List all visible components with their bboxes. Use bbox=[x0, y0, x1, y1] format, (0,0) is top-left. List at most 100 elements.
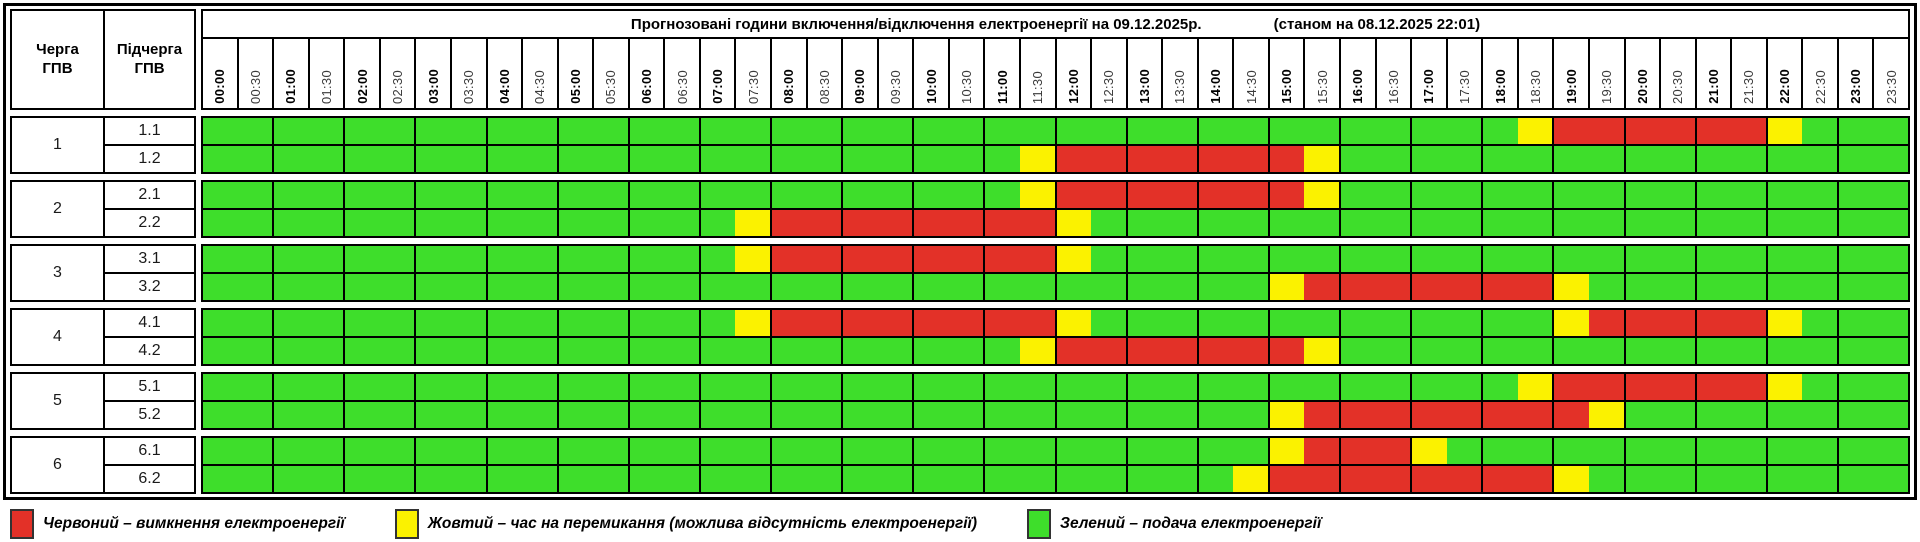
time-label-17:30: 17:30 bbox=[1448, 39, 1484, 108]
group-label-box-2: 2 2.1 2.2 bbox=[10, 180, 196, 238]
slot-2.1-02:30 bbox=[379, 182, 417, 208]
slot-3.2-23:30 bbox=[1873, 274, 1908, 300]
schedule-status-note: (станом на 08.12.2025 22:01) bbox=[1273, 15, 1481, 33]
slot-1.1-21:00 bbox=[1696, 118, 1732, 144]
time-label-text: 18:30 bbox=[1528, 69, 1544, 104]
time-label-text: 23:00 bbox=[1848, 69, 1864, 104]
slot-6.1-21:00 bbox=[1696, 438, 1732, 464]
slot-1.2-19:00 bbox=[1554, 146, 1589, 172]
slot-1.2-15:30 bbox=[1304, 146, 1341, 172]
slot-5.2-20:30 bbox=[1660, 402, 1697, 428]
slot-3.2-19:30 bbox=[1588, 274, 1626, 300]
slot-1.1-17:00 bbox=[1412, 118, 1447, 144]
slot-5.1-03:30 bbox=[450, 374, 488, 400]
slot-1.1-05:30 bbox=[593, 118, 630, 144]
slot-4.1-00:00 bbox=[203, 310, 238, 336]
slot-1.1-23:00 bbox=[1838, 118, 1874, 144]
slot-2.1-03:00 bbox=[416, 182, 451, 208]
slot-4.1-22:00 bbox=[1767, 310, 1803, 336]
slot-3.2-00:30 bbox=[237, 274, 275, 300]
time-label-21:00: 21:00 bbox=[1697, 39, 1733, 108]
slot-1.1-20:30 bbox=[1660, 118, 1697, 144]
slot-3.2-05:30 bbox=[593, 274, 630, 300]
slot-2.2-21:00 bbox=[1696, 210, 1732, 236]
slot-1.2-20:30 bbox=[1660, 146, 1697, 172]
slot-6.1-13:00 bbox=[1127, 438, 1163, 464]
slot-6.2-23:30 bbox=[1873, 466, 1908, 492]
slot-4.2-01:30 bbox=[308, 338, 346, 364]
slot-1.2-08:30 bbox=[806, 146, 844, 172]
queue-number-2: 2 bbox=[12, 182, 105, 236]
slot-5.1-05:30 bbox=[593, 374, 630, 400]
slot-3.1-05:30 bbox=[593, 246, 630, 272]
slot-4.1-10:30 bbox=[948, 310, 986, 336]
subqueue-label-3.1: 3.1 bbox=[138, 250, 161, 267]
slot-6.1-05:00 bbox=[558, 438, 594, 464]
slot-3.1-02:30 bbox=[379, 246, 417, 272]
slot-3.1-14:30 bbox=[1233, 246, 1270, 272]
slot-2.1-08:00 bbox=[772, 182, 807, 208]
slot-1.2-02:30 bbox=[379, 146, 417, 172]
time-label-text: 16:30 bbox=[1385, 69, 1401, 104]
slot-1.2-16:00 bbox=[1341, 146, 1376, 172]
queue-group-1: 1 1.1 1.2 bbox=[10, 116, 1910, 174]
slot-5.1-23:00 bbox=[1838, 374, 1874, 400]
slot-1.2-09:30 bbox=[877, 146, 915, 172]
slot-4.2-18:00 bbox=[1483, 338, 1518, 364]
slot-1.1-04:30 bbox=[522, 118, 559, 144]
slot-1.1-09:00 bbox=[843, 118, 878, 144]
slot-5.2-23:30 bbox=[1873, 402, 1908, 428]
slot-5.2-15:00 bbox=[1269, 402, 1305, 428]
slot-4.2-04:00 bbox=[487, 338, 523, 364]
slot-6.1-03:30 bbox=[450, 438, 488, 464]
slot-6.1-05:30 bbox=[593, 438, 630, 464]
slot-2.1-18:00 bbox=[1483, 182, 1518, 208]
slot-1.2-02:00 bbox=[345, 146, 380, 172]
time-label-text: 07:30 bbox=[745, 69, 761, 104]
slot-2.1-06:30 bbox=[664, 182, 701, 208]
row-header-box: Черга ГПВ Підчерга ГПВ bbox=[10, 9, 196, 110]
time-label-22:30: 22:30 bbox=[1803, 39, 1839, 108]
time-header-box: Прогнозовані години включення/відключенн… bbox=[201, 9, 1910, 110]
slot-6.2-21:30 bbox=[1731, 466, 1768, 492]
slot-2.1-18:30 bbox=[1517, 182, 1555, 208]
slot-2.1-14:30 bbox=[1233, 182, 1270, 208]
slot-3.2-07:00 bbox=[700, 274, 736, 300]
slot-2.2-06:00 bbox=[629, 210, 665, 236]
slot-3.1-23:30 bbox=[1873, 246, 1908, 272]
time-label-text: 00:00 bbox=[212, 69, 228, 104]
time-label-00:30: 00:30 bbox=[239, 39, 275, 108]
slot-2.1-02:00 bbox=[345, 182, 380, 208]
slot-1.2-08:00 bbox=[772, 146, 807, 172]
slot-6.2-19:00 bbox=[1554, 466, 1589, 492]
slot-5.2-00:00 bbox=[203, 402, 238, 428]
slot-4.1-09:30 bbox=[877, 310, 915, 336]
slot-3.1-01:00 bbox=[274, 246, 309, 272]
slot-6.1-09:30 bbox=[877, 438, 915, 464]
slot-3.2-22:30 bbox=[1802, 274, 1839, 300]
slot-4.2-08:00 bbox=[772, 338, 807, 364]
time-label-text: 08:30 bbox=[816, 69, 832, 104]
slot-1.1-07:00 bbox=[700, 118, 736, 144]
slot-4.2-09:00 bbox=[843, 338, 878, 364]
slot-4.1-07:30 bbox=[735, 310, 772, 336]
slot-1.2-14:00 bbox=[1198, 146, 1234, 172]
slot-6.2-23:00 bbox=[1838, 466, 1874, 492]
slot-3.1-06:30 bbox=[664, 246, 701, 272]
slot-6.1-02:30 bbox=[379, 438, 417, 464]
slot-3.2-14:00 bbox=[1198, 274, 1234, 300]
time-label-11:00: 11:00 bbox=[985, 39, 1021, 108]
slot-2.2-02:30 bbox=[379, 210, 417, 236]
slot-1.1-15:30 bbox=[1304, 118, 1341, 144]
slot-6.2-01:00 bbox=[274, 466, 309, 492]
slot-5.1-18:30 bbox=[1517, 374, 1555, 400]
slot-3.1-09:00 bbox=[843, 246, 878, 272]
slot-2.1-20:00 bbox=[1625, 182, 1661, 208]
slot-6.1-04:30 bbox=[522, 438, 559, 464]
slot-5.2-13:30 bbox=[1162, 402, 1199, 428]
slot-3.1-20:30 bbox=[1660, 246, 1697, 272]
slot-5.2-07:30 bbox=[735, 402, 772, 428]
time-label-02:00: 02:00 bbox=[345, 39, 381, 108]
time-label-09:00: 09:00 bbox=[843, 39, 879, 108]
slot-6.2-10:30 bbox=[948, 466, 986, 492]
